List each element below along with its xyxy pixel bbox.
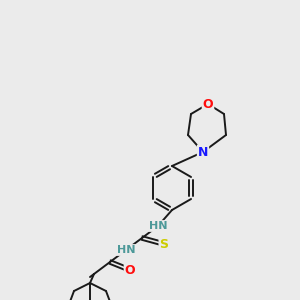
Text: HN: HN <box>149 221 167 231</box>
Text: O: O <box>125 263 135 277</box>
Text: N: N <box>198 146 208 158</box>
Text: HN: HN <box>117 245 135 255</box>
Text: O: O <box>203 98 213 110</box>
Text: S: S <box>160 238 169 250</box>
